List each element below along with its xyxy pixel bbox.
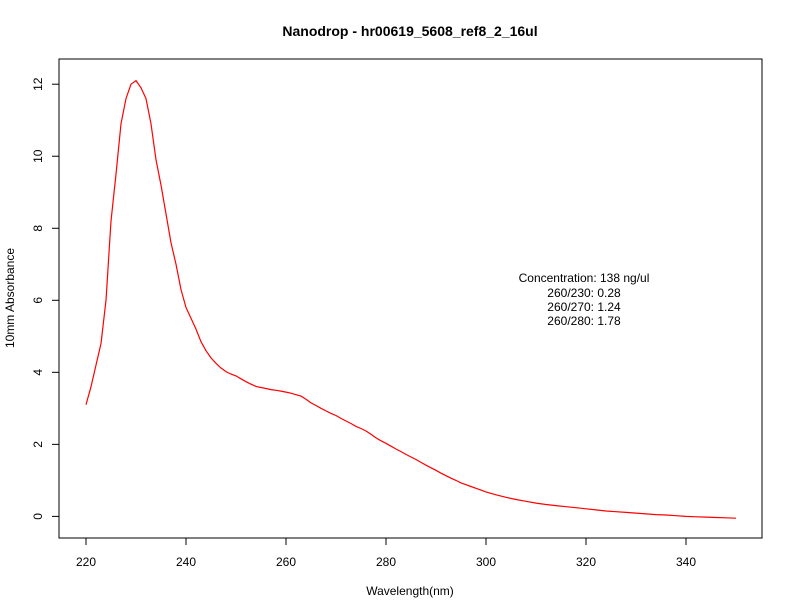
y-tick-label: 6: [31, 297, 45, 304]
y-axis: 0 2 4 6 8 10 12: [31, 77, 59, 520]
x-tick-label: 300: [476, 555, 496, 569]
y-tick-label: 0: [31, 513, 45, 520]
x-axis-label: Wavelength(nm): [366, 584, 454, 598]
annotation-concentration: Concentration: 138 ng/ul: [519, 271, 650, 285]
x-tick-label: 280: [376, 555, 396, 569]
x-tick-label: 260: [276, 555, 296, 569]
x-tick-label: 340: [676, 555, 696, 569]
x-axis: 220 240 260 280 300 320 340: [76, 538, 696, 569]
y-tick-label: 10: [31, 149, 45, 163]
y-tick-label: 8: [31, 225, 45, 232]
annotation-260-280: 260/280: 1.78: [547, 314, 621, 328]
y-axis-label: 10mm Absorbance: [3, 248, 17, 348]
plot-frame: [58, 58, 763, 539]
y-tick-label: 4: [31, 369, 45, 376]
y-tick-label: 12: [31, 77, 45, 91]
chart-title: Nanodrop - hr00619_5608_ref8_2_16ul: [282, 23, 537, 39]
y-tick-label: 2: [31, 441, 45, 448]
series-line-absorbance: [85, 79, 737, 519]
stats-annotation: Concentration: 138 ng/ul 260/230: 0.28 2…: [519, 271, 650, 328]
annotation-260-270: 260/270: 1.24: [547, 300, 621, 314]
x-tick-label: 220: [76, 555, 96, 569]
x-tick-label: 240: [176, 555, 196, 569]
x-tick-label: 320: [576, 555, 596, 569]
annotation-260-230: 260/230: 0.28: [547, 286, 621, 300]
